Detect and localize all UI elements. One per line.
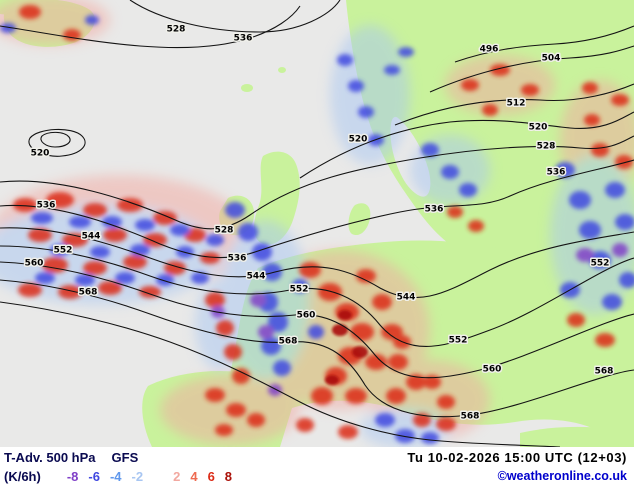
advection-layer (0, 5, 634, 444)
scale-value: -8 (66, 469, 79, 484)
scale-value: 6 (207, 469, 215, 484)
contour-label: 544 (397, 293, 416, 303)
contour-label: 560 (483, 365, 502, 375)
footer-right: Tu 10-02-2026 15:00 UTC (12+03) ©weather… (407, 451, 627, 488)
contour-label: 536 (228, 254, 247, 264)
contour-label: 552 (290, 285, 309, 295)
contour-label: 520 (31, 149, 50, 159)
color-scale: -8 -6 -4 -2 2 4 6 8 (67, 470, 232, 483)
contour-label: 536 (234, 34, 253, 44)
scale-value: -4 (109, 469, 122, 484)
contour-label: 568 (79, 288, 98, 298)
contour-label: 568 (279, 337, 298, 347)
model-name: GFS (111, 450, 139, 465)
copyright-link[interactable]: ©weatheronline.co.uk (497, 469, 627, 483)
contour-label: 544 (82, 232, 101, 242)
scale-value: -2 (131, 469, 144, 484)
contour-label: 544 (247, 272, 266, 282)
unit-label: (K/6h) (4, 469, 41, 484)
contour-label: 560 (25, 259, 44, 269)
contour-label: 504 (542, 54, 561, 64)
scale-value: 8 (224, 469, 233, 484)
legend-row: (K/6h) -8 -6 -4 -2 2 4 6 8 (4, 470, 232, 483)
map-canvas: 528 536 496 504 512 520 520 528 536 520 536 544 552 5… (0, 0, 634, 447)
contour-label: 560 (297, 311, 316, 321)
contour-label: 552 (591, 259, 610, 269)
scale-value: -6 (88, 469, 100, 484)
contour-label: 552 (449, 336, 468, 346)
contour-label: 528 (215, 226, 234, 236)
contour-label: 552 (54, 246, 73, 256)
contour-label: 528 (537, 142, 556, 152)
scale-value: 4 (190, 469, 198, 484)
title-row: T-Adv. 500 hPa GFS (4, 451, 232, 464)
timestamp: Tu 10-02-2026 15:00 UTC (12+03) (407, 450, 627, 465)
contour-label: 568 (595, 367, 614, 377)
contour-label: 536 (37, 201, 56, 211)
weather-map-image: 5285364965045125205205285365205365445525… (0, 0, 634, 447)
map-title: T-Adv. 500 hPa (4, 450, 96, 465)
footer-left: T-Adv. 500 hPa GFS (K/6h) -8 -6 -4 -2 2 4 6 8 (4, 451, 232, 488)
contour-label: 512 (507, 99, 526, 109)
contour-label: 520 (529, 123, 548, 133)
contour-label: 520 (349, 135, 368, 145)
contour-label: 536 (425, 205, 444, 215)
contour-labels: 5285364965045125205205285365205365445525… (23, 23, 615, 423)
scale-value: 2 (173, 469, 181, 484)
contour-label: 496 (480, 45, 499, 55)
contour-label: 528 (167, 25, 186, 35)
contour-label: 536 (547, 168, 566, 178)
contour-lines (0, 0, 634, 447)
contour-label: 568 (461, 412, 480, 422)
footer-bar: T-Adv. 500 hPa GFS (K/6h) -8 -6 -4 -2 2 4 6 8 Tu… (0, 447, 634, 490)
